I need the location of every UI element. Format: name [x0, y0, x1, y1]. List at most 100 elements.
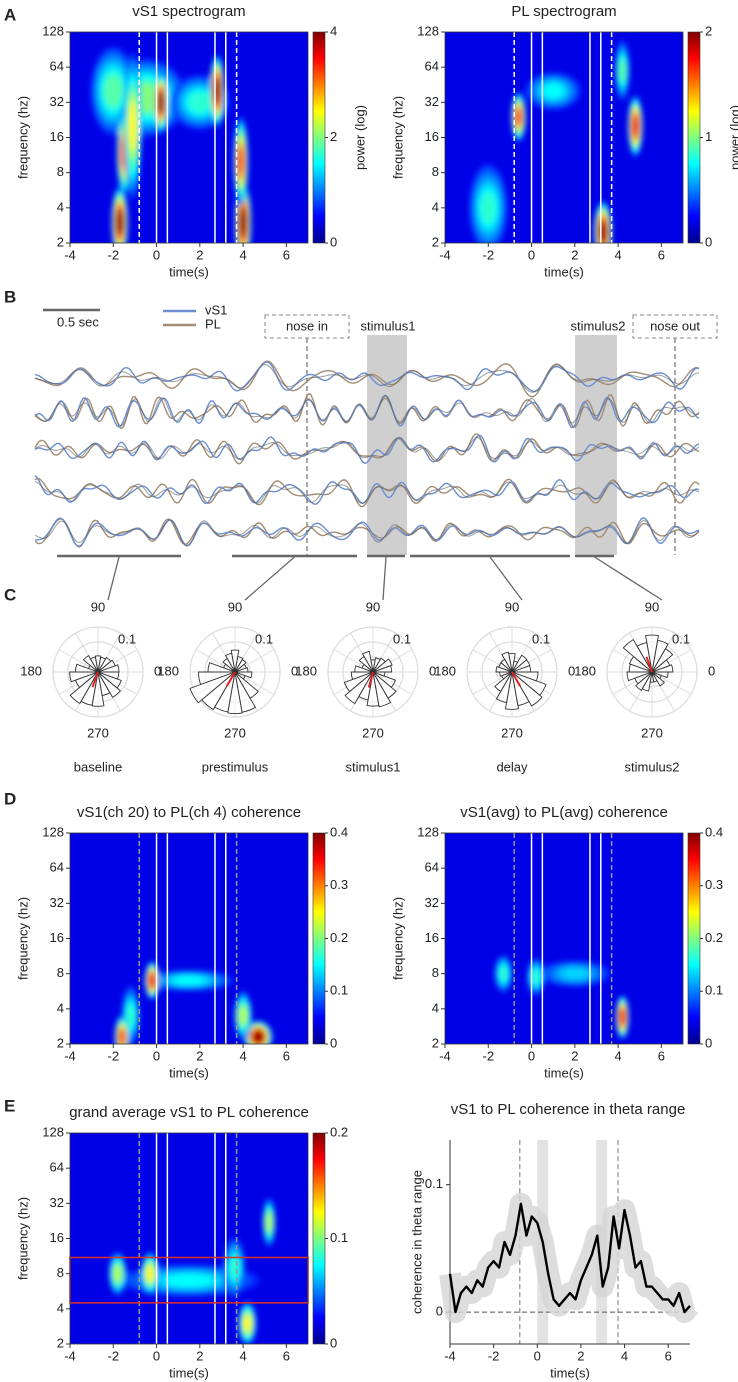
epoch-connector — [244, 556, 295, 601]
rose-petal — [511, 671, 539, 682]
heatmap — [108, 1197, 276, 1344]
angle-label: 0 — [429, 663, 436, 678]
x-axis-label: time(s) — [544, 264, 584, 279]
x-tick-label: -4 — [64, 247, 76, 262]
rose-petal — [651, 671, 669, 679]
x-tick-label: 6 — [283, 1348, 290, 1363]
heatmap-bg — [70, 833, 308, 1044]
angle-label: 90 — [505, 599, 519, 614]
rose-petal — [495, 665, 513, 673]
heatmap — [468, 40, 643, 243]
epoch-connector — [107, 556, 120, 601]
colorbar-tick-label: 0.4 — [330, 824, 348, 839]
event-label: stimulus2 — [571, 318, 626, 333]
theta-line — [448, 1202, 691, 1314]
radius-label: 0.1 — [532, 631, 550, 646]
trace-overlap — [34, 395, 700, 427]
rose-petal — [372, 671, 392, 708]
angle-label: 90 — [645, 599, 659, 614]
heat-blob — [561, 968, 588, 980]
y-tick-label: 64 — [50, 860, 64, 875]
spectrogram — [445, 833, 683, 1044]
y-tick-label: 4 — [57, 1000, 64, 1015]
trace — [34, 477, 700, 508]
rose-petal — [230, 649, 240, 673]
colorbar — [687, 31, 701, 244]
heat-blob — [238, 1006, 248, 1025]
y-tick-label: 2 — [432, 234, 439, 249]
x-tick-label: 2 — [196, 1048, 203, 1063]
rose-petal — [222, 657, 236, 673]
x-tick-label: 0 — [528, 1048, 535, 1063]
heat-blob — [243, 1315, 252, 1332]
mean-vector — [645, 656, 653, 673]
x-axis-label: time(s) — [550, 1365, 590, 1380]
colorbar-tick-label: 4 — [330, 23, 337, 38]
y-tick-label: 4 — [57, 199, 64, 214]
x-tick-label: 0 — [153, 1348, 160, 1363]
colorbar — [312, 832, 326, 1045]
y-tick-label: 4 — [432, 199, 439, 214]
heat-blob — [148, 972, 156, 988]
plot-title: PL spectrogram — [511, 3, 616, 20]
x-tick-label: -4 — [64, 1348, 76, 1363]
trace-overlap — [34, 363, 700, 393]
panel-label: E — [4, 1096, 15, 1115]
colorbar-label: power (log) — [352, 105, 367, 170]
x-tick-label: -2 — [107, 1048, 119, 1063]
angle-label: 180 — [20, 663, 42, 678]
heat-blob — [118, 1028, 126, 1044]
x-tick-label: -4 — [444, 1348, 456, 1363]
heat-blob — [514, 107, 523, 127]
epoch-connector — [382, 556, 387, 601]
x-tick-label: -4 — [64, 1048, 76, 1063]
spectrogram — [70, 32, 308, 243]
rose-petal — [622, 639, 653, 673]
angle-label: 90 — [228, 599, 242, 614]
plot-title: vS1(avg) to PL(avg) coherence — [460, 804, 668, 821]
heat-blob — [252, 1030, 265, 1044]
error-band — [439, 1192, 699, 1324]
x-tick-label: 0 — [153, 1048, 160, 1063]
colorbar-tick-label: 1 — [705, 129, 712, 144]
rose-petal — [641, 671, 653, 692]
colorbar-tick-label: 0.4 — [705, 824, 723, 839]
heat-blob — [531, 969, 541, 985]
rose-petal — [94, 655, 102, 673]
heat-blob — [145, 1265, 155, 1283]
y-tick-label: 64 — [425, 860, 439, 875]
rose-petal — [372, 658, 393, 673]
y-tick-label: 2 — [57, 234, 64, 249]
x-tick-label: -2 — [482, 247, 494, 262]
radius-label: 0.1 — [672, 631, 690, 646]
x-tick-label: 6 — [658, 1048, 665, 1063]
panel-label: B — [4, 287, 16, 306]
angle-label: 180 — [157, 663, 179, 678]
event-label: nose out — [650, 318, 700, 333]
stimulus-band — [367, 335, 407, 555]
angle-label: 90 — [366, 599, 380, 614]
angle-label: 90 — [91, 599, 105, 614]
heat-blob — [542, 83, 564, 99]
y-tick-label: 16 — [50, 930, 64, 945]
y-tick-label: 8 — [57, 965, 64, 980]
rose-petal — [234, 671, 259, 699]
rose-petal — [97, 656, 112, 673]
y-tick-label: 128 — [42, 23, 64, 38]
heat-blob — [173, 975, 205, 986]
x-tick-label: 4 — [239, 1048, 246, 1063]
colorbar-tick-label: 0.2 — [330, 930, 348, 945]
angle-label: 270 — [362, 725, 384, 740]
colorbar-label: power (log) — [727, 105, 738, 170]
y-tick-label: 128 — [417, 23, 439, 38]
spectrogram — [70, 1133, 308, 1344]
colorbar — [312, 1132, 326, 1345]
rose-petal — [91, 671, 105, 707]
radius-label: 0.1 — [393, 631, 411, 646]
x-axis-label: time(s) — [169, 264, 209, 279]
colorbar — [687, 832, 701, 1045]
heat-blob — [164, 1273, 214, 1287]
colorbar-tick-label: 2 — [705, 23, 712, 38]
y-axis-label: coherence in theta range — [409, 1170, 424, 1314]
